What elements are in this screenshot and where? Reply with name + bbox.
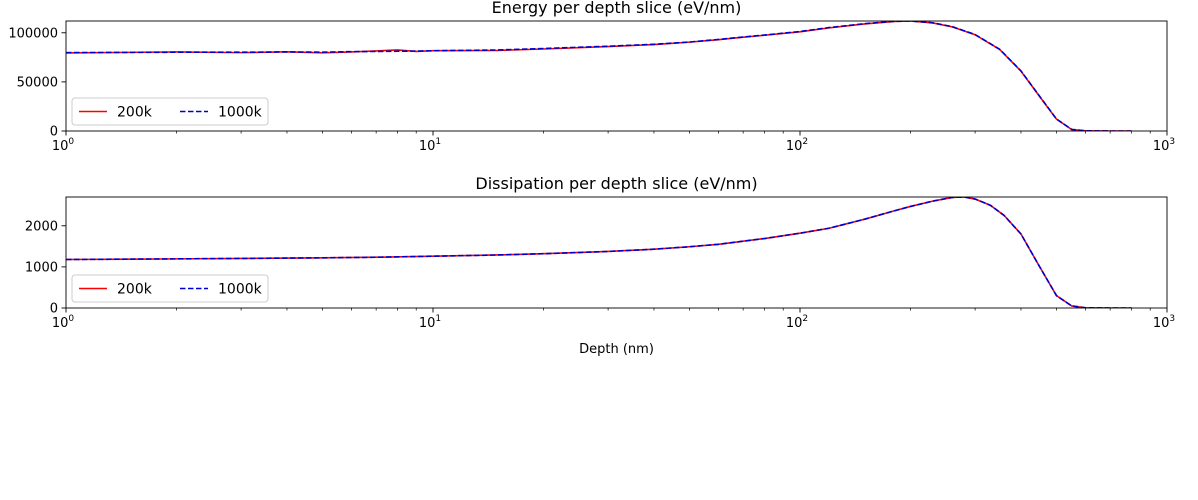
chart-title: Dissipation per depth slice (eV/nm) (475, 174, 757, 193)
series-line-1000k (66, 197, 1132, 308)
y-tick-label: 50000 (17, 75, 58, 90)
x-tick-label: 103 (1153, 137, 1175, 154)
y-tick-label: 0 (50, 302, 58, 317)
axes-frame (65, 196, 1168, 309)
x-tick-label: 102 (786, 137, 808, 154)
legend-label-200k: 200k (117, 282, 153, 298)
legend-label-1000k: 1000k (218, 282, 263, 298)
y-tick-label: 1000 (25, 260, 58, 275)
legend: 200k 1000k (71, 274, 269, 303)
x-tick-label: 100 (52, 314, 75, 331)
y-tick-label: 100000 (8, 26, 58, 41)
legend-label-200k: 200k (117, 105, 153, 121)
legend: 200k 1000k (71, 97, 269, 126)
y-tick-label: 2000 (25, 219, 58, 234)
x-tick-label: 101 (419, 137, 441, 154)
y-tick-label: 0 (50, 125, 58, 140)
legend-label-1000k: 1000k (218, 105, 263, 121)
legend-box (71, 274, 269, 303)
x-tick-label: 101 (419, 314, 441, 331)
x-tick-label: 102 (786, 314, 808, 331)
series-line-1000k (66, 21, 1132, 131)
x-tick-label: 103 (1153, 314, 1175, 331)
axes-frame (65, 20, 1168, 132)
chart-panel-1: Energy per depth slice (eV/nm) 100 101 102 1… (8, 0, 1175, 154)
x-axis-label: Depth (nm) (579, 342, 654, 357)
chart-panel-2: Dissipation per depth slice (eV/nm) 100 10… (25, 174, 1175, 357)
x-tick-label: 100 (52, 137, 75, 154)
legend-box (71, 97, 269, 126)
chart-title: Energy per depth slice (eV/nm) (492, 0, 742, 17)
